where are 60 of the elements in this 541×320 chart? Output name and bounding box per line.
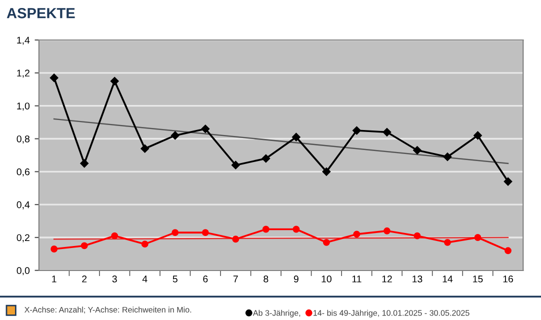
point — [172, 229, 179, 236]
y-tick-label: 0,6 — [16, 168, 30, 176]
x-tick-label: 8 — [264, 276, 268, 282]
point — [322, 238, 330, 246]
point — [292, 226, 300, 233]
x-tick-label: 10 — [322, 276, 332, 282]
x-tick-label: 7 — [233, 276, 238, 282]
point — [474, 131, 482, 140]
point — [171, 131, 180, 140]
x-tick-label: 6 — [203, 276, 208, 282]
point — [232, 236, 240, 243]
y-tick-label: 0,8 — [16, 135, 30, 144]
x-tick-label: 14 — [442, 276, 453, 282]
point — [382, 128, 392, 136]
x-tick-label: 4 — [142, 276, 148, 282]
point — [474, 234, 482, 241]
point — [262, 226, 270, 233]
x-tick-label: 3 — [112, 276, 117, 282]
point — [140, 144, 149, 153]
x-tick-label: 5 — [172, 276, 178, 282]
y-tick-label: 0,0 — [16, 267, 30, 276]
point — [201, 124, 210, 133]
point — [50, 74, 58, 82]
point — [202, 229, 209, 236]
x-tick-label: 11 — [352, 276, 362, 282]
point — [110, 77, 119, 86]
point — [353, 230, 360, 238]
x-tick-label: 13 — [412, 276, 422, 282]
point — [504, 177, 512, 186]
point — [414, 232, 421, 240]
point — [141, 240, 148, 248]
x-tick-label: 12 — [382, 276, 392, 282]
y-tick-label: 0,4 — [16, 201, 30, 210]
point — [444, 238, 451, 246]
point — [443, 152, 452, 161]
y-tick-label: 1,0 — [17, 102, 30, 111]
x-tick-label: 16 — [503, 276, 513, 282]
point — [111, 232, 118, 240]
x-tick-label: 1 — [52, 276, 56, 282]
chart-title: ASPEKTE — [6, 8, 75, 18]
y-tick-label: 1,4 — [17, 36, 30, 45]
point — [322, 168, 331, 176]
point — [292, 132, 300, 142]
x-tick-label: 9 — [294, 276, 298, 282]
text: X-Achse: Anzahl; Y-Achse: Reichweiten in Mio. — [24, 306, 192, 314]
y-tick-label: 0,2 — [16, 234, 30, 242]
point — [504, 247, 512, 254]
x-tick-label: 2 — [82, 276, 87, 282]
x-tick-label: 15 — [473, 276, 483, 282]
point — [50, 246, 58, 252]
point — [413, 146, 422, 154]
point — [383, 227, 390, 234]
y-tick-label: 1,2 — [17, 70, 30, 78]
point — [80, 242, 88, 250]
point — [80, 159, 88, 168]
point — [232, 160, 240, 170]
point — [262, 154, 270, 163]
legend-label: 14- bis 49-Jährige, 10.01.2025 - 30.05.2025 — [314, 310, 470, 318]
point — [352, 126, 361, 135]
legend-label: Ab 3-Jährige, — [252, 310, 300, 318]
